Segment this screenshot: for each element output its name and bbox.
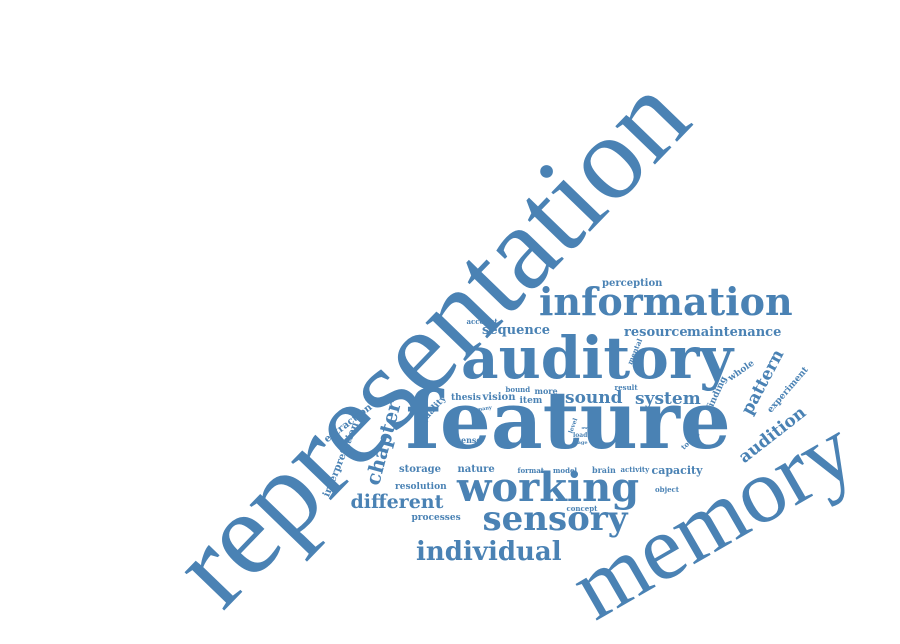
word-processes: processes [411,512,461,523]
word-thesis: thesis [451,392,481,403]
word-account: account [466,316,498,326]
word-load: load [573,432,588,439]
word-bound: bound [505,384,531,394]
word-different: different [350,490,444,513]
word-sensory: sensory [482,499,628,539]
word-feature: feature [405,373,731,467]
word-more: more [534,386,558,396]
word-resolution: resolution [395,481,447,492]
word-brain: brain [592,465,616,475]
word-sound: sound [565,387,623,408]
word-auditory: auditory [461,324,734,392]
word-activity: activity [620,464,650,474]
word-system: system [635,388,701,409]
word-item: item [519,395,543,406]
word-concept: concept [566,503,598,513]
word-format: format [517,465,545,475]
word-sense: sense [456,435,482,445]
word-model: model [553,465,578,475]
word-sequence: sequence [482,322,551,338]
word-result: result [614,382,638,392]
word-nature: nature [457,464,495,475]
word-information: information [539,279,793,324]
word-object: object [655,484,680,494]
word-perception: perception [602,278,663,289]
word-working: working [457,464,640,511]
word-resource: resource [624,324,688,340]
word-vision: vision [482,392,516,403]
word-storage: storage [399,464,442,475]
word-maintenance: maintenance [687,324,782,340]
word-stage: stage [572,439,588,446]
word-individual: individual [416,537,562,567]
word-capacity: capacity [651,463,703,477]
word-own: own [581,425,591,430]
